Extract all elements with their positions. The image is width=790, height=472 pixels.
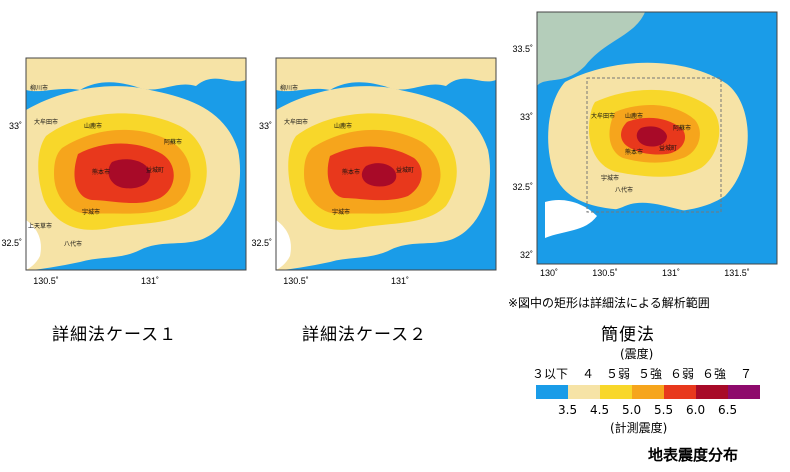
x-tick-131-5: 131.5˚ — [724, 268, 750, 278]
place-label: 八代市 — [64, 240, 82, 248]
legend-swatch — [600, 385, 632, 399]
place-label: 大牟田市 — [591, 112, 615, 120]
legend-class-label: ５弱 — [606, 367, 631, 381]
legend-swatch — [696, 385, 728, 399]
y-tick-32-5: 32.5˚ — [512, 182, 533, 192]
x-tick-130-5: 130.5˚ — [592, 268, 618, 278]
legend-boundary: 5.0 — [622, 403, 642, 417]
legend-boundary: 3.5 — [558, 403, 578, 417]
place-label: 山鹿市 — [84, 122, 102, 130]
place-label: 柳川市 — [280, 84, 298, 92]
y-tick-33: 33˚ — [9, 121, 22, 131]
map-detailed-case-2: 33˚ 32.5˚ 130.5˚ 131˚ 大牟田市 山鹿市 熊本市 益城町 宇… — [250, 50, 510, 300]
legend-swatch — [664, 385, 696, 399]
figure-title: 地表震度分布 — [648, 446, 739, 464]
x-tick-130-5: 130.5˚ — [33, 276, 59, 286]
x-tick-130-5: 130.5˚ — [283, 276, 309, 286]
analysis-range-note: ※図中の矩形は詳細法による解析範囲 — [508, 296, 710, 310]
place-label: 大牟田市 — [284, 118, 308, 126]
intensity-legend: (震度) ３以下 ４ ５弱 ５強 ６弱 ６強 ７ 3.5 4.5 5.0 5.5… — [530, 345, 770, 435]
y-tick-33: 33˚ — [520, 112, 533, 122]
place-label: 宇城市 — [82, 208, 100, 216]
place-label: 八代市 — [615, 186, 633, 194]
intensity-map-1: 33˚ 32.5˚ 130.5˚ 131˚ 大牟田市 山鹿市 阿蘇市 熊本市 益… — [1, 57, 247, 286]
place-label: 大牟田市 — [34, 118, 58, 126]
legend-swatch — [568, 385, 600, 399]
y-tick-33-5: 33.5˚ — [512, 44, 533, 54]
place-label: 阿蘇市 — [164, 138, 182, 146]
legend-boundary: 6.0 — [686, 403, 706, 417]
intensity-map-3: 33.5˚ 33˚ 32.5˚ 32˚ 130˚ 130.5˚ 131˚ 131… — [512, 11, 778, 278]
place-label: 山鹿市 — [334, 122, 352, 130]
x-tick-131: 131˚ — [391, 276, 409, 286]
legend-title-bottom: (計測震度) — [610, 421, 668, 435]
legend-class-label: ４ — [582, 367, 595, 381]
place-label: 熊本市 — [92, 168, 110, 176]
place-label: 柳川市 — [30, 84, 48, 92]
caption-simplified: 簡便法 — [601, 325, 655, 345]
legend-class-label: ３以下 — [532, 367, 569, 381]
legend-class-label: ５強 — [638, 367, 663, 381]
place-label: 益城町 — [659, 144, 677, 152]
map-detailed-case-1: 33˚ 32.5˚ 130.5˚ 131˚ 大牟田市 山鹿市 阿蘇市 熊本市 益… — [0, 50, 260, 300]
legend-swatch — [728, 385, 760, 399]
place-label: 益城町 — [146, 166, 164, 174]
place-label: 宇城市 — [332, 208, 350, 216]
caption-detailed-case-1: 詳細法ケース１ — [52, 325, 178, 345]
legend-class-label: ６強 — [702, 367, 727, 381]
place-label: 益城町 — [396, 166, 414, 174]
legend-swatch — [536, 385, 568, 399]
y-tick-32-5: 32.5˚ — [251, 238, 272, 248]
legend-boundary: 5.5 — [654, 403, 674, 417]
caption-detailed-case-2: 詳細法ケース２ — [302, 325, 428, 345]
intensity-map-2: 33˚ 32.5˚ 130.5˚ 131˚ 大牟田市 山鹿市 熊本市 益城町 宇… — [251, 57, 497, 286]
place-label: 宇城市 — [601, 174, 619, 182]
legend-swatch — [632, 385, 664, 399]
place-label: 上天草市 — [28, 222, 52, 230]
place-label: 山鹿市 — [625, 112, 643, 120]
x-tick-130: 130˚ — [540, 268, 558, 278]
legend-title-top: (震度) — [620, 347, 654, 361]
y-tick-32-5: 32.5˚ — [1, 238, 22, 248]
place-label: 熊本市 — [342, 168, 360, 176]
place-label: 阿蘇市 — [673, 124, 691, 132]
y-tick-33: 33˚ — [259, 121, 272, 131]
legend-boundary: 4.5 — [590, 403, 610, 417]
legend-boundary: 6.5 — [718, 403, 738, 417]
legend-class-label: ６弱 — [670, 367, 695, 381]
place-label: 熊本市 — [625, 148, 643, 156]
legend-class-label: ７ — [740, 367, 753, 381]
x-tick-131: 131˚ — [141, 276, 159, 286]
x-tick-131: 131˚ — [662, 268, 680, 278]
y-tick-32: 32˚ — [520, 250, 533, 260]
map-simplified: 33.5˚ 33˚ 32.5˚ 32˚ 130˚ 130.5˚ 131˚ 131… — [505, 6, 790, 290]
